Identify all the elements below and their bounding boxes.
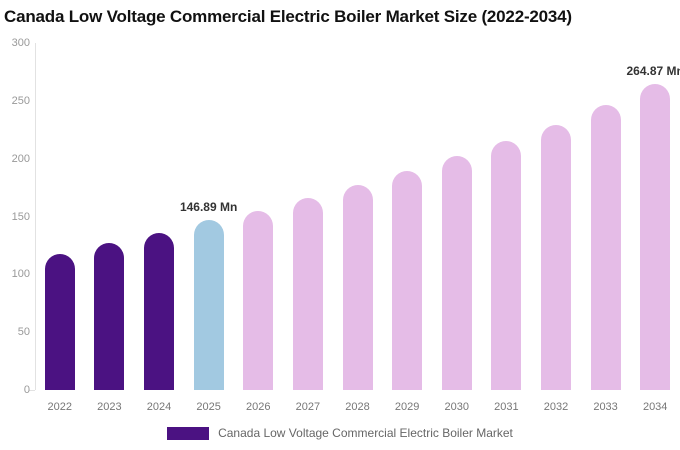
bar-2022 — [44, 253, 75, 390]
x-axis-tick-label: 2033 — [593, 401, 618, 413]
bar-2032 — [540, 125, 571, 390]
x-axis-tick-label: 2031 — [494, 401, 519, 413]
x-axis-tick-label: 2032 — [543, 401, 569, 413]
y-axis-tick-label: 50 — [17, 326, 30, 339]
bar-2031 — [491, 141, 522, 390]
bar-2025 — [193, 220, 224, 390]
legend[interactable]: Canada Low Voltage Commercial Electric B… — [0, 426, 680, 440]
legend-swatch — [167, 426, 210, 440]
bar-2024 — [144, 232, 175, 390]
x-axis-tick-label: 2034 — [642, 401, 668, 413]
bar-value-label-2025: 146.89 Mn — [179, 200, 238, 215]
x-axis-tick-label: 2026 — [246, 401, 271, 413]
bar-2030 — [441, 156, 472, 390]
bar-2023 — [94, 243, 125, 390]
y-axis-tick-label: 100 — [11, 268, 30, 281]
x-axis-tick-label: 2027 — [295, 401, 321, 413]
x-axis-tick-label: 2023 — [97, 401, 122, 413]
x-axis-tick-label: 2025 — [196, 401, 221, 413]
x-axis-tick-label: 2028 — [345, 401, 370, 413]
bar-2026 — [243, 210, 274, 390]
bar-2027 — [292, 197, 323, 390]
x-axis-tick-label: 2022 — [47, 401, 73, 413]
y-axis-tick-label: 250 — [11, 94, 30, 107]
y-axis-zero-tick — [29, 390, 35, 391]
legend-label: Canada Low Voltage Commercial Electric B… — [218, 426, 513, 440]
x-axis-tick-label: 2024 — [146, 401, 172, 413]
y-axis-tick-label: 0 — [23, 384, 30, 396]
chart-title: Canada Low Voltage Commercial Electric B… — [4, 7, 572, 26]
y-axis-tick-label: 300 — [11, 37, 30, 49]
x-axis-tick-label: 2030 — [444, 401, 469, 413]
x-axis-tick-label: 2029 — [394, 401, 420, 413]
bar-2028 — [342, 185, 373, 390]
bar-2029 — [392, 171, 423, 390]
bar-2034 — [640, 83, 671, 390]
y-axis-line — [35, 43, 36, 390]
bar-2033 — [590, 105, 621, 390]
bar-value-label-2034: 264.87 Mn — [626, 63, 680, 78]
y-axis-tick-label: 150 — [11, 210, 30, 223]
y-axis-tick-label: 200 — [11, 152, 30, 165]
